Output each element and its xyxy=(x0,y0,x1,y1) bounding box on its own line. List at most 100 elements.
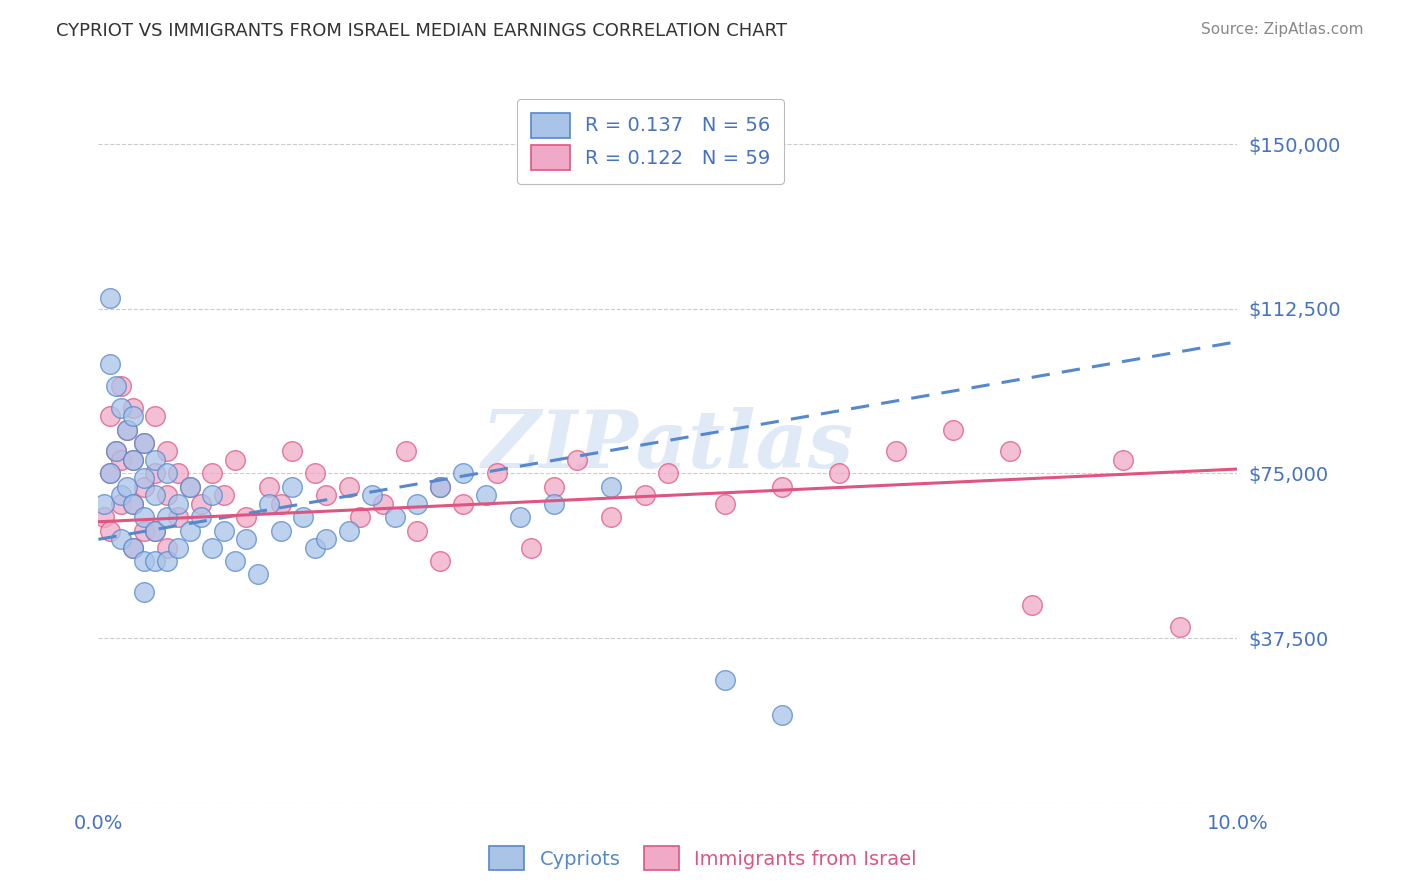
Point xyxy=(406,497,429,511)
Point xyxy=(224,453,246,467)
Point xyxy=(121,541,143,555)
Point xyxy=(212,524,235,538)
Point xyxy=(121,401,143,415)
Point xyxy=(770,480,793,494)
Point xyxy=(121,497,143,511)
Point xyxy=(179,480,201,494)
Point xyxy=(93,510,115,524)
Point xyxy=(212,488,235,502)
Point xyxy=(349,510,371,524)
Point xyxy=(145,467,167,481)
Point xyxy=(315,533,337,547)
Point xyxy=(451,497,474,511)
Point xyxy=(884,444,907,458)
Point xyxy=(270,497,292,511)
Point xyxy=(110,453,132,467)
Point xyxy=(167,510,190,524)
Point xyxy=(145,488,167,502)
Point xyxy=(224,554,246,568)
Point xyxy=(828,467,851,481)
Point xyxy=(167,541,190,555)
Legend: R = 0.137   N = 56, R = 0.122   N = 59: R = 0.137 N = 56, R = 0.122 N = 59 xyxy=(517,99,785,184)
Point xyxy=(246,567,269,582)
Point xyxy=(132,435,155,450)
Point xyxy=(474,488,496,502)
Point xyxy=(1170,620,1192,634)
Point xyxy=(565,453,588,467)
Point xyxy=(156,488,179,502)
Point xyxy=(429,554,451,568)
Point xyxy=(110,378,132,392)
Point xyxy=(98,409,121,424)
Point xyxy=(259,480,281,494)
Point xyxy=(179,480,201,494)
Point xyxy=(132,554,155,568)
Point xyxy=(121,453,143,467)
Point xyxy=(235,533,257,547)
Point xyxy=(145,453,167,467)
Point xyxy=(190,510,212,524)
Point xyxy=(132,480,155,494)
Point xyxy=(121,409,143,424)
Point xyxy=(429,480,451,494)
Point xyxy=(98,467,121,481)
Point xyxy=(1021,598,1043,612)
Point xyxy=(156,467,179,481)
Legend: Cypriots, Immigrants from Israel: Cypriots, Immigrants from Israel xyxy=(481,838,925,878)
Point xyxy=(337,524,360,538)
Point xyxy=(167,497,190,511)
Point xyxy=(942,423,965,437)
Point xyxy=(520,541,543,555)
Point xyxy=(156,554,179,568)
Point xyxy=(543,480,565,494)
Point xyxy=(600,510,623,524)
Text: ZIPatlas: ZIPatlas xyxy=(482,408,853,484)
Point xyxy=(145,524,167,538)
Point xyxy=(110,533,132,547)
Point xyxy=(259,497,281,511)
Point xyxy=(714,497,737,511)
Point xyxy=(179,524,201,538)
Point xyxy=(360,488,382,502)
Point xyxy=(104,444,127,458)
Point xyxy=(406,524,429,538)
Point xyxy=(121,541,143,555)
Point xyxy=(201,541,224,555)
Point xyxy=(201,488,224,502)
Point xyxy=(998,444,1021,458)
Point xyxy=(145,554,167,568)
Point xyxy=(145,524,167,538)
Point xyxy=(156,444,179,458)
Point xyxy=(115,423,138,437)
Point xyxy=(132,471,155,485)
Text: Source: ZipAtlas.com: Source: ZipAtlas.com xyxy=(1201,22,1364,37)
Point xyxy=(304,467,326,481)
Point xyxy=(145,409,167,424)
Point xyxy=(98,291,121,305)
Point xyxy=(167,467,190,481)
Point xyxy=(98,467,121,481)
Point xyxy=(270,524,292,538)
Point xyxy=(543,497,565,511)
Point xyxy=(110,401,132,415)
Point xyxy=(509,510,531,524)
Point xyxy=(770,708,793,723)
Point xyxy=(201,467,224,481)
Point xyxy=(132,524,155,538)
Point xyxy=(121,453,143,467)
Point xyxy=(93,497,115,511)
Point xyxy=(451,467,474,481)
Point xyxy=(104,444,127,458)
Point xyxy=(156,510,179,524)
Point xyxy=(634,488,657,502)
Point xyxy=(156,541,179,555)
Point xyxy=(395,444,418,458)
Text: CYPRIOT VS IMMIGRANTS FROM ISRAEL MEDIAN EARNINGS CORRELATION CHART: CYPRIOT VS IMMIGRANTS FROM ISRAEL MEDIAN… xyxy=(56,22,787,40)
Point xyxy=(384,510,406,524)
Point xyxy=(600,480,623,494)
Point xyxy=(315,488,337,502)
Point xyxy=(714,673,737,687)
Point xyxy=(115,423,138,437)
Point xyxy=(486,467,509,481)
Point xyxy=(115,480,138,494)
